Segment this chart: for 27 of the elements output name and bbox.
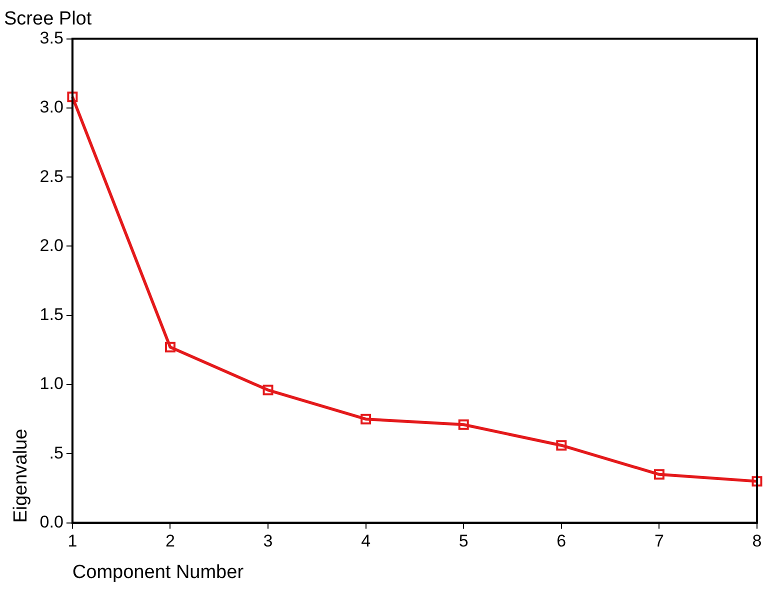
point xyxy=(262,384,274,396)
x-tick-label: 2 xyxy=(165,532,175,551)
point xyxy=(654,469,664,480)
point xyxy=(360,414,372,424)
point xyxy=(556,440,567,451)
chart-title: Scree Plot xyxy=(4,8,92,30)
y-axis-title: Eigenvalue xyxy=(10,428,32,523)
y-tick-label: 2.5 xyxy=(40,166,64,186)
point xyxy=(752,476,762,487)
x-tick-label: 6 xyxy=(556,532,566,551)
y-tick-label: 3.5 xyxy=(40,28,64,48)
y-tick-label: 1.0 xyxy=(40,374,64,394)
point xyxy=(67,92,78,102)
point xyxy=(164,342,176,352)
y-tick-label: .5 xyxy=(49,443,64,462)
x-tick-label: 1 xyxy=(68,532,78,551)
y-tick-label: 0.0 xyxy=(40,512,64,532)
x-axis-title: Component Number xyxy=(72,562,244,583)
x-tick-label: 7 xyxy=(654,532,664,551)
x-tick-label: 5 xyxy=(458,532,468,551)
y-tick-label: 1.5 xyxy=(40,305,64,324)
x-tick-label: 8 xyxy=(752,532,762,551)
y-tick-label: 2.0 xyxy=(40,236,64,255)
point xyxy=(458,419,469,430)
x-tick-label: 4 xyxy=(361,532,371,551)
y-tick-label: 3.0 xyxy=(40,98,64,117)
x-tick-label: 3 xyxy=(263,532,273,551)
